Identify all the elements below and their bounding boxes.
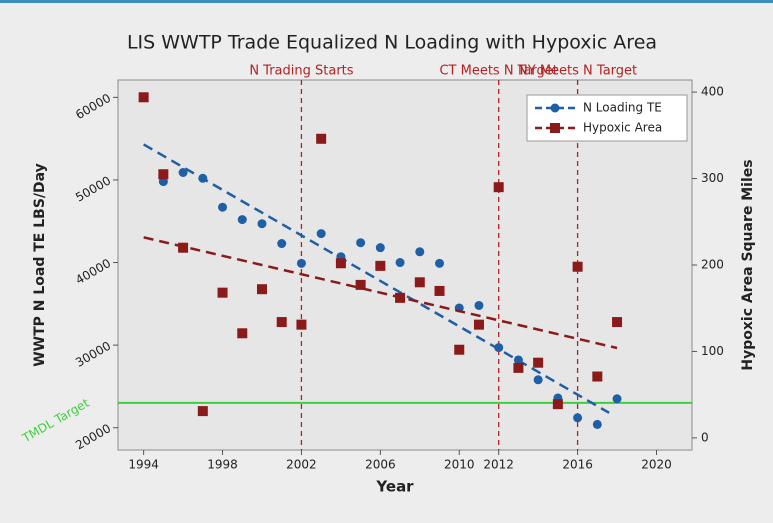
legend-marker	[550, 103, 560, 113]
point	[375, 260, 386, 271]
y2-tick-label: 400	[701, 85, 724, 99]
y2-axis-title: Hypoxic Area Square Miles	[740, 159, 756, 370]
reference-label: N Trading Starts	[249, 64, 353, 79]
point	[473, 319, 484, 330]
point	[474, 300, 484, 310]
point	[592, 371, 603, 382]
point	[237, 215, 247, 225]
top-border	[0, 0, 773, 3]
point	[612, 317, 623, 328]
point	[493, 182, 504, 193]
point	[573, 413, 583, 423]
point	[395, 258, 405, 268]
x-axis-title: Year	[375, 478, 414, 496]
point	[237, 328, 248, 339]
point	[276, 317, 287, 328]
x-tick-label: 2016	[562, 458, 593, 472]
x-tick-label: 2010	[444, 458, 475, 472]
point	[533, 375, 543, 385]
point	[296, 258, 306, 268]
legend-label: N Loading TE	[583, 101, 662, 115]
point	[217, 287, 228, 298]
point	[198, 173, 208, 183]
point	[552, 399, 563, 410]
y2-tick-label: 200	[701, 258, 724, 272]
y-axis-title: WWTP N Load TE LBS/Day	[32, 163, 48, 367]
point	[277, 239, 287, 249]
y2-tick-label: 0	[701, 430, 709, 444]
chart-title: LIS WWTP Trade Equalized N Loading with …	[127, 32, 657, 54]
trend-line	[143, 143, 610, 414]
x-tick-label: 2002	[286, 458, 317, 472]
point	[414, 277, 425, 288]
point	[454, 344, 465, 355]
point	[612, 394, 622, 404]
y2-tick-label: 300	[701, 171, 724, 185]
point	[296, 319, 307, 330]
point	[533, 357, 544, 368]
point	[316, 133, 327, 144]
point	[218, 202, 228, 212]
x-tick-label: 1998	[207, 458, 238, 472]
point	[256, 284, 267, 295]
point	[257, 219, 267, 229]
point	[572, 261, 583, 272]
legend-box	[526, 94, 688, 142]
point	[197, 406, 208, 417]
point	[138, 92, 149, 103]
x-tick-label: 1994	[128, 458, 159, 472]
point	[494, 343, 504, 353]
point	[178, 168, 188, 177]
point	[592, 419, 602, 429]
point	[158, 177, 168, 187]
y2-tick-label: 100	[701, 344, 724, 358]
trend-line	[143, 236, 618, 350]
point	[316, 229, 326, 239]
point	[356, 238, 366, 248]
point	[335, 258, 346, 269]
reference-label: CT Meets N Target	[439, 64, 557, 79]
reference-label: NY Meets N Target	[518, 64, 637, 79]
point	[415, 247, 425, 257]
point	[513, 362, 524, 373]
legend-label: Hypoxic Area	[583, 121, 662, 135]
point	[513, 355, 523, 365]
point	[395, 292, 406, 303]
point	[158, 169, 169, 180]
x-tick-label: 2020	[641, 458, 672, 472]
point	[355, 279, 366, 290]
x-tick-label: 2006	[365, 458, 396, 472]
legend-marker	[550, 123, 560, 133]
point	[434, 285, 445, 296]
x-tick-label: 2012	[483, 458, 514, 472]
point	[435, 258, 445, 268]
point	[178, 242, 189, 253]
point	[375, 243, 385, 253]
plot-area	[117, 79, 693, 451]
